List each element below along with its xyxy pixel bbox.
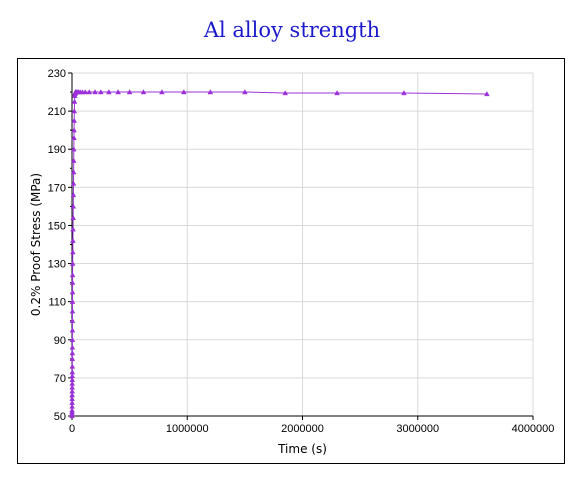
data-point	[69, 308, 76, 314]
data-point	[70, 214, 76, 220]
chart-frame	[17, 58, 565, 464]
x-tick-label: 3000000	[396, 423, 439, 435]
data-point	[69, 380, 76, 386]
x-tick-label: 0	[69, 423, 75, 435]
x-tick-label: 2000000	[281, 423, 324, 435]
data-point	[71, 127, 77, 133]
data-point	[115, 89, 121, 95]
grid-layer	[71, 72, 534, 417]
tick-labels: 50 70 90 110 130 150 170 190 210 230 0 1000000 20000…	[48, 68, 555, 435]
data-point	[97, 89, 104, 95]
data-point	[106, 89, 112, 95]
data-point	[207, 89, 214, 95]
data-point	[69, 249, 76, 255]
y-tick-label: 230	[48, 68, 66, 80]
data-point	[69, 403, 75, 409]
data-point	[126, 89, 133, 95]
data-point	[69, 279, 76, 285]
data-point	[401, 90, 407, 96]
data-point	[70, 203, 77, 209]
data-point	[69, 388, 76, 394]
y-tick-label: 190	[48, 144, 66, 156]
data-point	[70, 192, 77, 198]
data-point	[69, 289, 76, 295]
data-point	[70, 157, 77, 163]
y-tick-label: 70	[54, 373, 66, 385]
data-point	[69, 384, 76, 390]
data-point	[82, 89, 89, 95]
axes-layer	[68, 72, 534, 420]
data-point	[69, 376, 76, 382]
data-point	[242, 89, 248, 95]
data-point	[70, 169, 77, 175]
data-point	[69, 363, 76, 369]
y-axis-label: 0.2% Proof Stress (MPa)	[29, 173, 43, 316]
data-point	[70, 180, 77, 186]
data-point	[86, 89, 93, 95]
x-tick-label: 1000000	[166, 423, 209, 435]
data-point	[69, 317, 76, 323]
data-point	[71, 117, 78, 123]
y-tick-label: 170	[48, 182, 66, 194]
data-point	[70, 237, 76, 243]
data-point	[71, 146, 77, 152]
data-point	[69, 327, 76, 333]
data-point	[69, 260, 76, 266]
x-axis-label: Time (s)	[277, 442, 327, 456]
y-tick-label: 130	[48, 259, 66, 271]
data-point	[71, 134, 77, 140]
data-point	[71, 98, 78, 104]
y-tick-label: 50	[54, 411, 66, 423]
data-point	[69, 395, 75, 402]
data-point	[69, 373, 76, 379]
data-point	[69, 344, 76, 350]
y-tick-label: 150	[48, 220, 66, 232]
series-layer	[69, 89, 490, 419]
data-point	[69, 407, 75, 413]
data-point	[69, 272, 76, 278]
data-point	[140, 89, 147, 95]
series-line	[71, 91, 487, 417]
data-point	[69, 369, 76, 375]
data-point	[69, 336, 76, 342]
chart-title: Al alloy strength	[203, 18, 381, 42]
data-point	[69, 392, 75, 398]
data-point	[69, 298, 76, 304]
data-point	[484, 91, 490, 97]
y-tick-label: 90	[54, 335, 66, 347]
data-point	[334, 90, 340, 96]
data-point	[70, 226, 76, 232]
data-point	[71, 108, 78, 114]
data-point	[92, 89, 98, 95]
data-point	[180, 89, 187, 95]
data-point	[159, 89, 165, 95]
x-tick-label: 4000000	[512, 423, 555, 435]
data-point	[69, 399, 75, 405]
data-point	[69, 355, 76, 362]
y-tick-label: 210	[48, 106, 66, 118]
y-tick-label: 110	[48, 297, 66, 309]
data-point	[69, 350, 76, 356]
data-point	[282, 90, 289, 96]
